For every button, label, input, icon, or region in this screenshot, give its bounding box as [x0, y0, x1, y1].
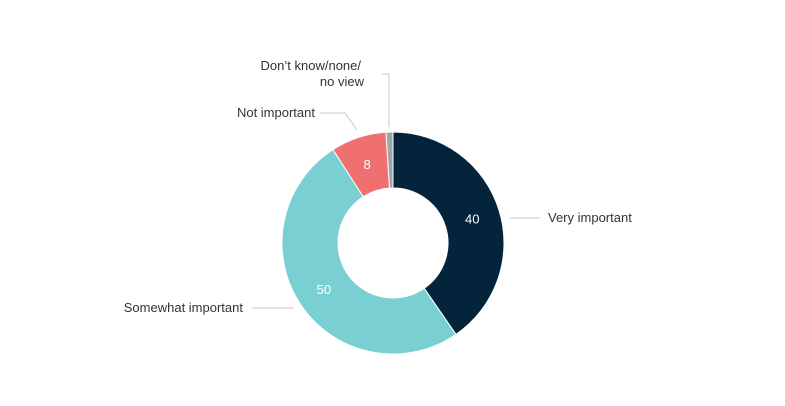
slice-very-important — [392, 131, 505, 336]
category-label: Somewhat important — [124, 300, 244, 315]
leader-line — [382, 73, 390, 127]
slice-don-t-know-none-no-view — [385, 131, 394, 189]
value-label: 8 — [363, 157, 370, 172]
category-label: Not important — [237, 105, 315, 120]
slice-somewhat-important — [281, 148, 457, 355]
leader-line — [320, 112, 358, 131]
donut-slices — [281, 131, 505, 355]
category-label: Don’t know/none/no view — [261, 58, 365, 89]
value-label: 40 — [465, 211, 479, 226]
category-label: Very important — [548, 210, 632, 225]
value-label: 50 — [317, 282, 331, 297]
donut-labels: 40 Very important 50 Somewhat important 8 Not… — [124, 58, 632, 315]
